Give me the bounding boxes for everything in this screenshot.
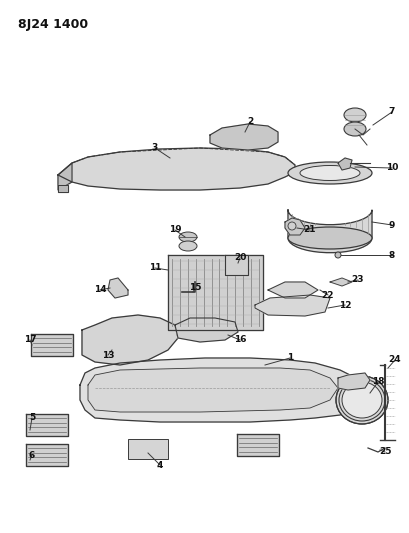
- Text: 5: 5: [29, 414, 35, 423]
- Text: 8: 8: [389, 251, 395, 260]
- Text: 3: 3: [152, 143, 158, 152]
- Text: 19: 19: [169, 225, 181, 235]
- Bar: [26, 414, 68, 436]
- Polygon shape: [88, 368, 338, 412]
- Text: 18: 18: [372, 377, 384, 386]
- Text: 6: 6: [29, 450, 35, 459]
- Text: 13: 13: [102, 351, 114, 359]
- Ellipse shape: [288, 162, 372, 184]
- Ellipse shape: [342, 382, 382, 418]
- Text: 20: 20: [234, 254, 246, 262]
- Text: 9: 9: [389, 221, 395, 230]
- Polygon shape: [58, 148, 295, 190]
- Text: 8J24 1400: 8J24 1400: [18, 18, 88, 31]
- Text: 10: 10: [386, 164, 398, 173]
- Polygon shape: [255, 295, 330, 316]
- Text: 16: 16: [234, 335, 246, 344]
- Text: 15: 15: [189, 284, 201, 293]
- Ellipse shape: [344, 122, 366, 136]
- Polygon shape: [338, 158, 352, 170]
- Polygon shape: [210, 124, 278, 150]
- Text: 12: 12: [339, 301, 351, 310]
- Polygon shape: [80, 358, 365, 422]
- Text: 1: 1: [287, 353, 293, 362]
- Text: 22: 22: [322, 290, 334, 300]
- Text: 4: 4: [157, 461, 163, 470]
- Polygon shape: [108, 278, 128, 298]
- Polygon shape: [175, 318, 238, 342]
- Ellipse shape: [300, 166, 360, 181]
- Polygon shape: [58, 185, 68, 192]
- Ellipse shape: [344, 108, 366, 122]
- Ellipse shape: [179, 241, 197, 251]
- Polygon shape: [82, 315, 178, 365]
- Ellipse shape: [288, 227, 372, 249]
- Bar: [237, 434, 279, 456]
- Circle shape: [335, 252, 341, 258]
- Ellipse shape: [179, 232, 197, 242]
- Polygon shape: [58, 163, 72, 190]
- Polygon shape: [330, 278, 352, 286]
- Polygon shape: [288, 210, 372, 253]
- Bar: [31, 334, 73, 356]
- Polygon shape: [268, 282, 318, 298]
- Text: 7: 7: [389, 108, 395, 117]
- Polygon shape: [225, 255, 248, 275]
- Text: 11: 11: [149, 263, 161, 272]
- Text: 17: 17: [24, 335, 36, 344]
- Text: 14: 14: [94, 286, 106, 295]
- Polygon shape: [338, 373, 370, 390]
- Circle shape: [288, 222, 296, 230]
- Bar: [128, 439, 168, 459]
- Text: 24: 24: [389, 356, 401, 365]
- Text: 23: 23: [352, 276, 364, 285]
- Polygon shape: [168, 255, 263, 330]
- Polygon shape: [285, 218, 305, 235]
- Text: 21: 21: [304, 225, 316, 235]
- Text: 25: 25: [379, 448, 391, 456]
- Ellipse shape: [336, 376, 388, 424]
- Bar: [26, 444, 68, 466]
- Text: 2: 2: [247, 117, 253, 126]
